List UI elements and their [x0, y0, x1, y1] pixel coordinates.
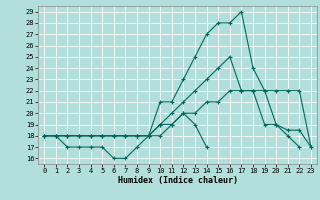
- X-axis label: Humidex (Indice chaleur): Humidex (Indice chaleur): [118, 176, 238, 185]
